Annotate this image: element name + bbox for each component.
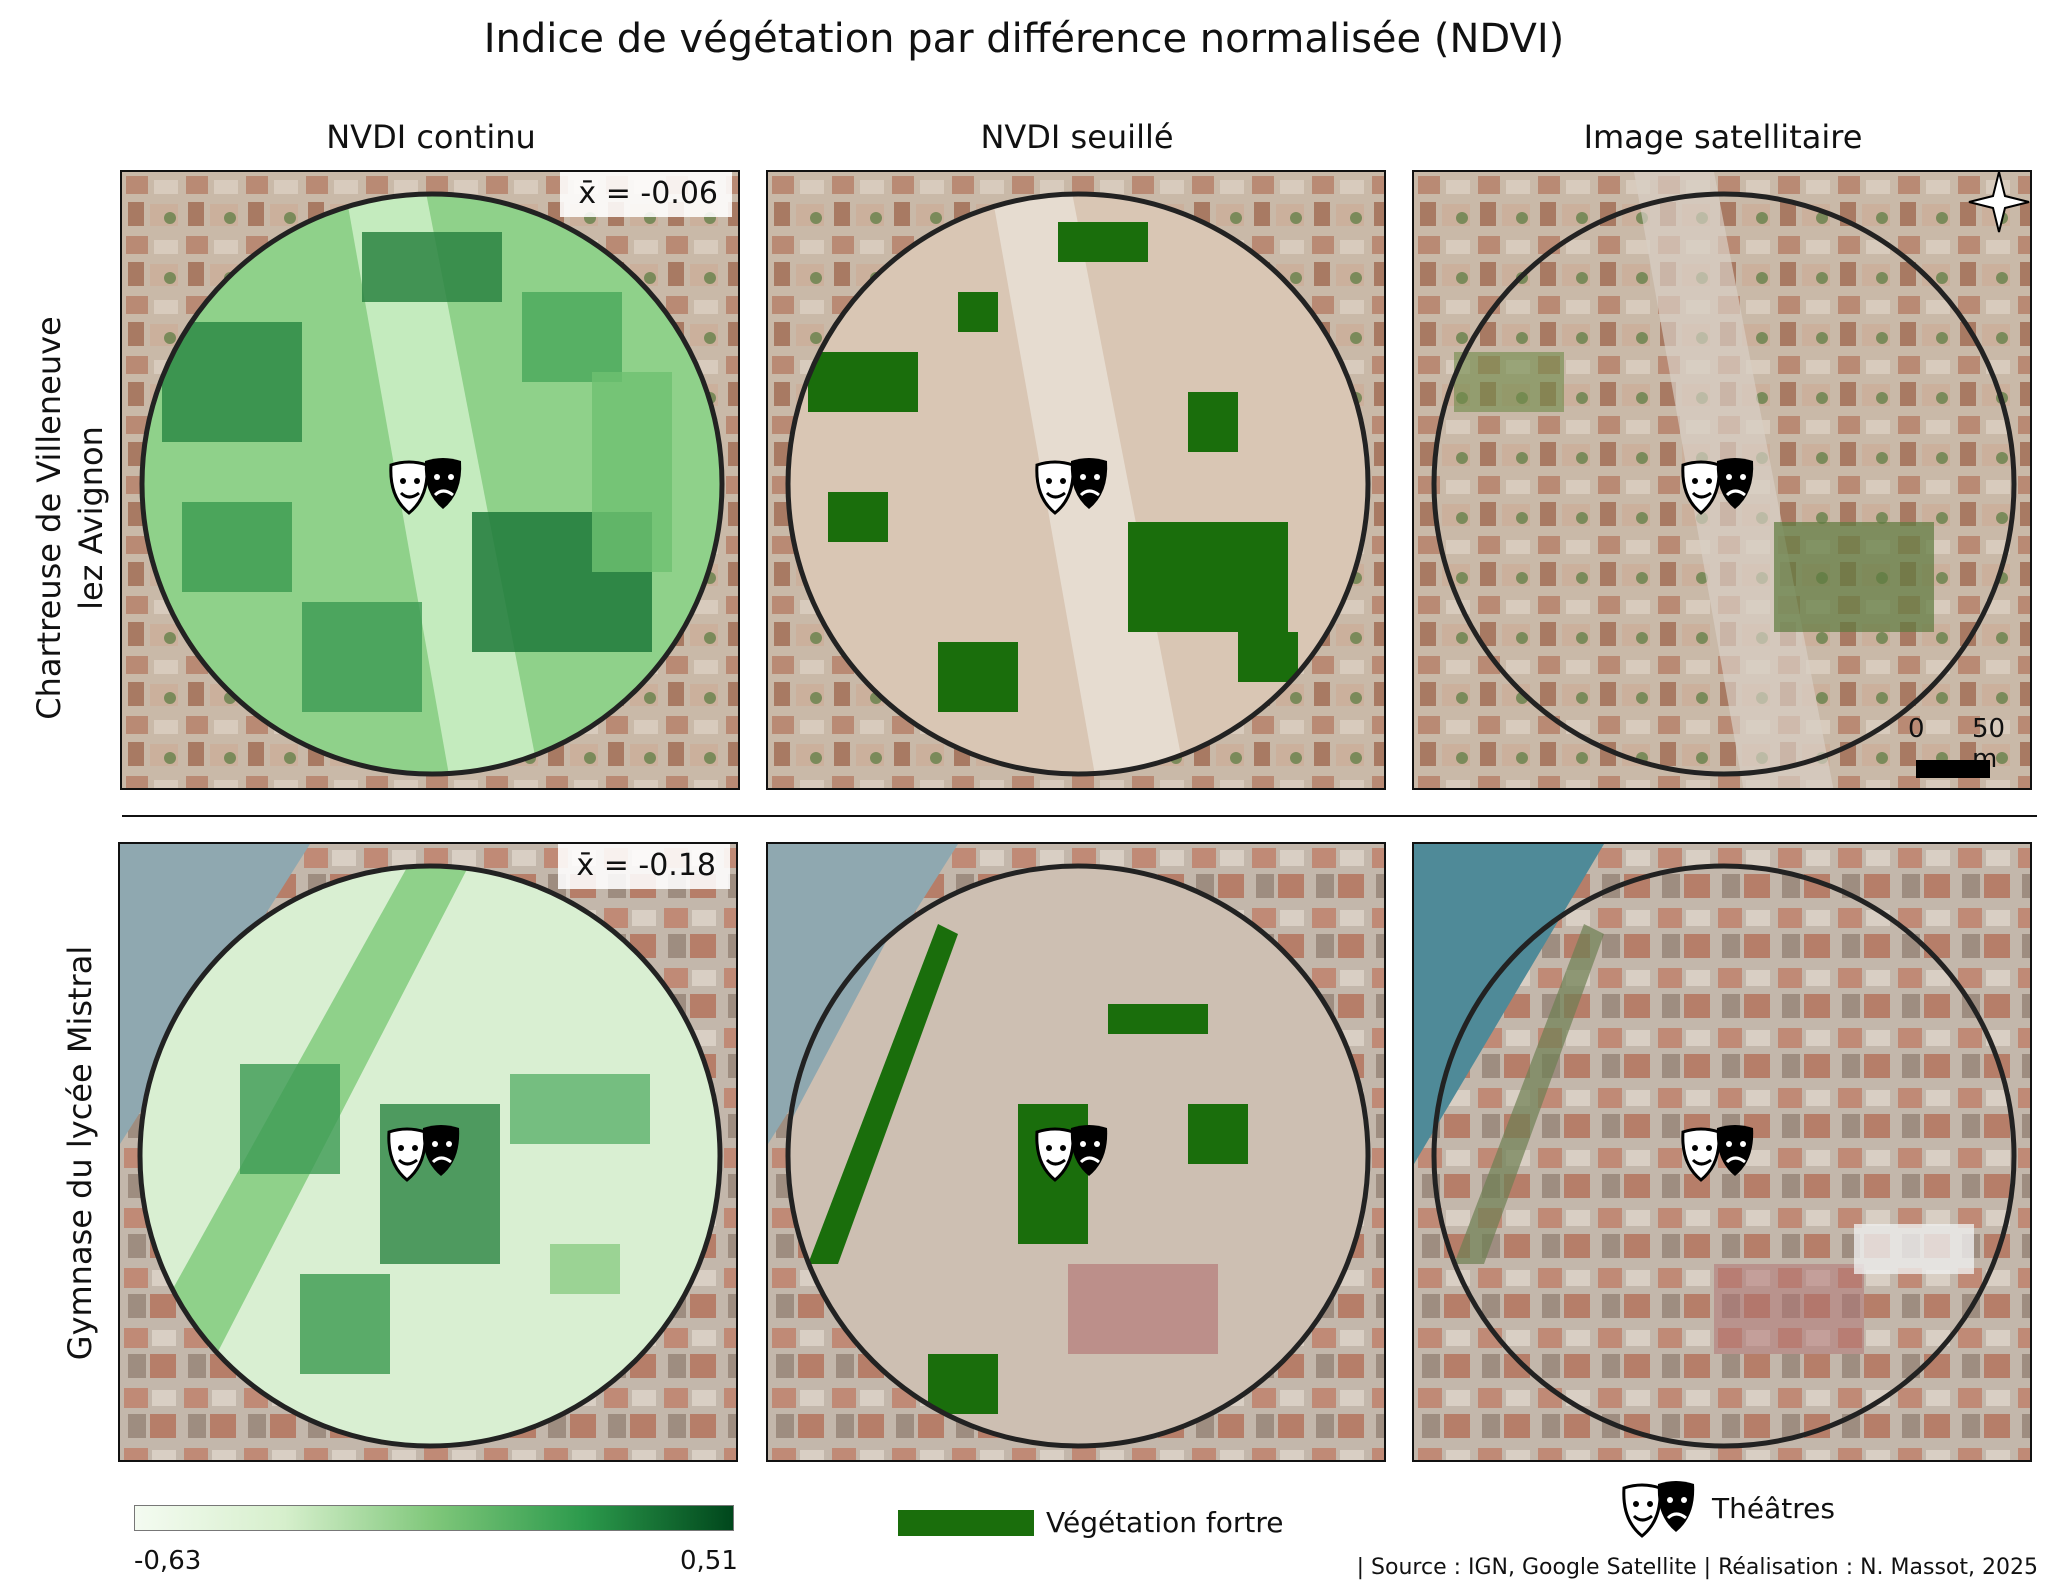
ndvi-gradient-legend: [134, 1505, 734, 1531]
strong-vegetation-swatch: [898, 1510, 1034, 1536]
map-title: Indice de végétation par différence norm…: [483, 16, 1565, 62]
row-divider: [122, 815, 2037, 817]
ndvi-mean-label: x̄ = -0.18: [558, 844, 730, 889]
theatre-masks-icon: [1035, 458, 1108, 515]
theatre-masks-icon: [1681, 1125, 1754, 1182]
panel-row2-satellite: [1412, 842, 2032, 1462]
theatres-label: Théâtres: [1712, 1492, 1835, 1525]
column-title-ndvi-thresholded: NVDI seuillé: [980, 118, 1174, 156]
column-title-satellite: Image satellitaire: [1583, 118, 1863, 156]
scale-bar: [1916, 760, 1990, 778]
theatre-masks-icon: [1620, 1480, 1700, 1548]
north-arrow-icon: [1968, 172, 2030, 233]
panel-row1-ndvi-thresholded: [766, 170, 1386, 790]
column-title-ndvi-continuous: NVDI continu: [326, 118, 536, 156]
ndvi-mean-label: x̄ = -0.06: [560, 172, 732, 217]
panel-row1-ndvi-continuous: x̄ = -0.06: [120, 170, 740, 790]
strong-vegetation-label: Végétation fortre: [1046, 1506, 1284, 1539]
ndvi-min-label: -0,63: [134, 1546, 202, 1576]
row-title-line1: Gymnase du lycée Mistral: [61, 945, 99, 1361]
ndvi-max-label: 0,51: [680, 1546, 738, 1576]
theatre-masks-icon: [389, 458, 462, 515]
theatre-masks-icon: [387, 1125, 460, 1182]
theatre-masks-icon: [1681, 458, 1754, 515]
row-title-line2: lez Avignon: [72, 426, 110, 610]
scale-start-label: 0: [1908, 714, 1925, 744]
row-title-gymnase: Gymnase du lycée Mistral: [59, 873, 101, 1433]
panel-row1-satellite: 0 50 m: [1412, 170, 2032, 790]
row-title-line1: Chartreuse de Villeneuve: [30, 316, 68, 720]
panel-row2-ndvi-thresholded: [766, 842, 1386, 1462]
theatre-masks-icon: [1035, 1125, 1108, 1182]
source-credit: | Source : IGN, Google Satellite | Réali…: [1356, 1555, 2038, 1580]
panel-row2-ndvi-continuous: x̄ = -0.18: [118, 842, 738, 1462]
row-title-chartreuse: Chartreuse de Villeneuve lez Avignon: [28, 238, 112, 798]
